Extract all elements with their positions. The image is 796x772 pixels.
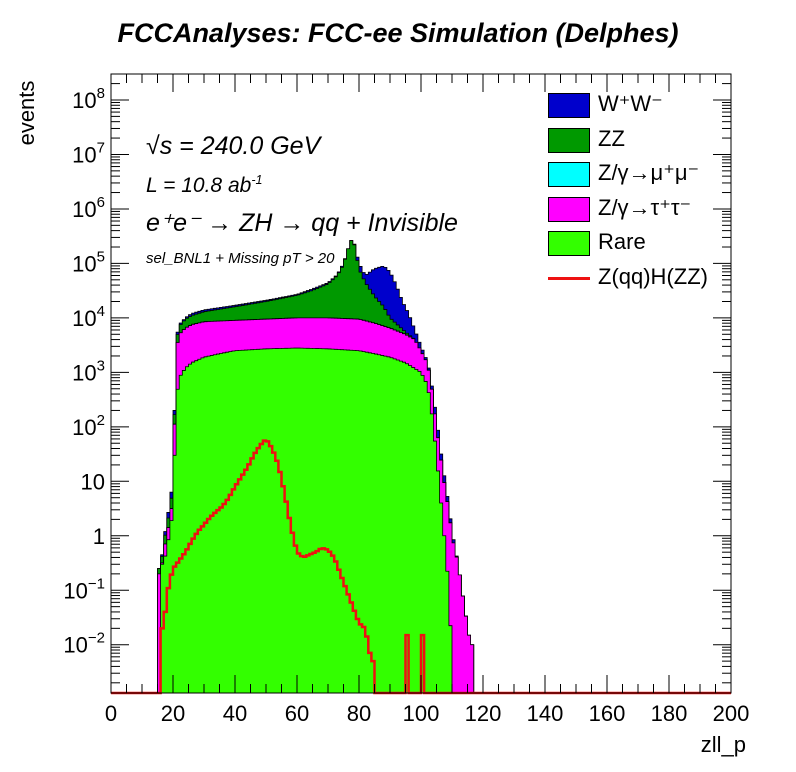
selection-annotation: sel_BNL1 + Missing pT > 20 (146, 250, 335, 267)
x-tick-label: 180 (651, 701, 688, 726)
x-tick-label: 200 (713, 701, 750, 726)
legend-label: Z/γ→μ⁺μ⁻ (598, 160, 700, 185)
legend-label: Rare (598, 229, 646, 254)
legend-label: W⁺W⁻ (598, 91, 663, 116)
legend-label: ZZ (598, 125, 625, 151)
y-tick-label: 1 (93, 524, 105, 549)
luminosity-annotation: L = 10.8 ab-1 (146, 173, 263, 197)
legend-swatch (548, 93, 590, 118)
x-tick-label: 0 (105, 701, 117, 726)
y-tick-label: 10 (81, 469, 105, 494)
x-tick-label: 140 (527, 701, 564, 726)
legend-swatch (548, 127, 590, 153)
sqrt-icon: √ (146, 132, 160, 160)
legend-label: Z/γ→τ⁺τ⁻ (598, 194, 692, 220)
x-tick-label: 80 (347, 701, 371, 726)
x-axis-label: zll_p (700, 732, 746, 757)
y-tick-label: 102 (72, 412, 105, 440)
x-tick-label: 100 (403, 701, 440, 726)
y-tick-label: 104 (72, 303, 105, 331)
legend-swatch (548, 276, 590, 280)
y-tick-label: 10−2 (63, 630, 105, 658)
y-tick-label: 10−1 (63, 575, 105, 603)
y-tick-label: 108 (72, 85, 105, 113)
x-tick-label: 60 (285, 701, 309, 726)
x-tick-label: 160 (589, 701, 626, 726)
x-tick-label: 40 (223, 701, 247, 726)
y-tick-label: 107 (72, 139, 105, 167)
y-tick-label: 103 (72, 357, 105, 385)
x-tick-label: 20 (161, 701, 185, 726)
legend-swatch (548, 196, 590, 222)
y-tick-label: 106 (72, 194, 105, 222)
chart-title: FCCAnalyses: FCC-ee Simulation (Delphes) (117, 18, 679, 48)
x-tick-label: 120 (465, 701, 502, 726)
legend-swatch (548, 162, 590, 187)
process-annotation: e⁺e⁻ → ZH → qq + Invisible (146, 209, 458, 237)
legend-label: Z(qq)H(ZZ) (598, 263, 708, 289)
legend-swatch (548, 231, 590, 256)
y-tick-label: 105 (72, 248, 105, 276)
sqrt-s-annotation: √s = 240.0 GeV (146, 132, 321, 160)
